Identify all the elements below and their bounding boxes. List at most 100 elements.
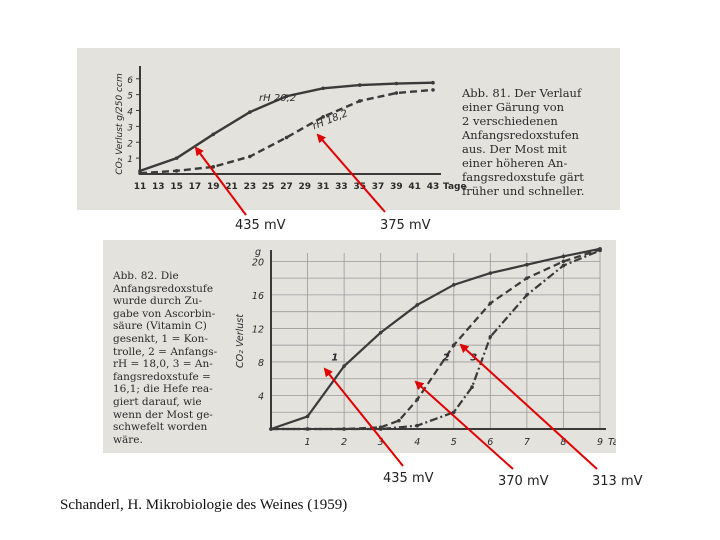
x-tick-label: 39 (390, 182, 403, 192)
data-point (525, 262, 529, 267)
series-label-rh20: rH 20,2 (259, 93, 296, 104)
data-point (525, 276, 529, 280)
y-tick-label: 4 (127, 108, 133, 118)
x-tick-label: 43 (427, 182, 440, 192)
data-point (415, 423, 420, 428)
x-tick-label: 31 (317, 182, 330, 192)
figure-81-caption: Abb. 81. Der Verlauf einer Gärung von 2 … (462, 86, 585, 198)
redox-label-375-top: 375 mV (380, 218, 431, 233)
x-tick-label: 3 (378, 437, 384, 448)
data-point (470, 385, 474, 389)
data-point (321, 115, 325, 119)
redox-label-313-bottom: 313 mV (592, 474, 643, 489)
data-point (248, 154, 252, 159)
data-point (321, 86, 325, 91)
data-point (284, 135, 289, 140)
data-point (174, 169, 179, 173)
x-tick-label: 1 (305, 437, 311, 448)
data-point (305, 427, 310, 431)
series-line-3 (271, 249, 601, 431)
data-point (342, 427, 346, 431)
x-axis-label: Tage (443, 182, 467, 192)
data-point (378, 427, 383, 431)
x-tick-label: 37 (372, 182, 385, 192)
data-point (451, 410, 456, 415)
data-point (211, 165, 216, 169)
y-axis-label: CO₂ Verlust g/250 ccm (115, 73, 125, 175)
y-tick-label: 2 (127, 139, 133, 149)
y-tick-label: 6 (127, 76, 133, 86)
x-tick-label: 13 (152, 182, 165, 192)
y-tick-label: 3 (127, 123, 133, 133)
data-point (394, 91, 399, 95)
data-point (357, 83, 362, 87)
x-tick-label: 9 (597, 437, 603, 448)
x-tick-label: 23 (244, 182, 257, 192)
series-label-rh18: rH 18,2 (311, 108, 349, 132)
data-point (525, 293, 529, 297)
data-point (488, 271, 493, 275)
data-point (211, 132, 216, 137)
data-point (561, 259, 566, 264)
data-point (138, 171, 142, 176)
y-tick-label: 12 (252, 324, 264, 335)
data-point (305, 414, 310, 419)
x-tick-label: 17 (189, 182, 202, 192)
y-tick-label: 8 (258, 358, 264, 369)
x-tick-label: 35 (353, 182, 366, 192)
series-label-1: 1 (331, 352, 338, 363)
x-tick-label: 7 (524, 437, 530, 448)
data-point (415, 303, 420, 307)
x-tick-label: 33 (335, 182, 348, 192)
y-tick-label: 4 (258, 391, 264, 402)
redox-label-435-top: 435 mV (235, 218, 286, 233)
data-point (284, 94, 289, 99)
series-label-2: 2 (443, 352, 450, 363)
data-point (431, 88, 435, 92)
data-point (378, 330, 383, 335)
x-tick-label: 6 (487, 437, 493, 448)
data-point (394, 81, 399, 86)
redox-label-370-bottom: 370 mV (498, 474, 549, 489)
x-tick-label: 15 (170, 182, 183, 192)
x-tick-label: 21 (225, 182, 238, 192)
x-tick-label: 41 (408, 182, 421, 192)
data-point (451, 343, 456, 347)
data-point (269, 427, 273, 431)
data-point (561, 263, 566, 268)
data-point (415, 397, 420, 402)
data-point (598, 248, 602, 253)
data-point (431, 80, 435, 85)
data-point (174, 156, 179, 160)
data-point (357, 99, 362, 103)
x-tick-label: 2 (341, 437, 347, 448)
citation: Schanderl, H. Mikrobiologie des Weines (… (60, 497, 348, 513)
x-tick-label: 11 (134, 182, 147, 192)
data-point (342, 364, 346, 368)
redox-label-435-bottom: 435 mV (383, 471, 434, 486)
data-point (488, 335, 493, 339)
y-axis-label: CO₂ Verlust (235, 313, 246, 368)
x-tick-label: 25 (262, 182, 275, 192)
data-point (397, 418, 401, 423)
data-point (561, 254, 566, 259)
data-point (451, 283, 456, 287)
x-tick-label: 5 (451, 437, 457, 448)
y-tick-label: 16 (252, 291, 264, 302)
x-tick-label: 29 (299, 182, 312, 192)
y-tick-label: 20 (252, 257, 264, 268)
x-tick-label: 19 (207, 182, 220, 192)
x-tick-label: 4 (414, 437, 420, 448)
figure-82-caption: Abb. 82. Die Anfangsredoxstufe wurde dur… (113, 270, 218, 446)
data-point (488, 301, 493, 306)
y-unit-label: g (255, 247, 261, 258)
data-point (248, 110, 252, 114)
x-tick-label: 8 (560, 437, 566, 448)
series-label-3: 3 (470, 352, 477, 363)
series-line-2 (139, 88, 434, 175)
x-axis-label: Tage (608, 437, 616, 448)
y-tick-label: 1 (127, 155, 133, 165)
figure-81-panel: 1 2 3 4 5 6 11 13 15 17 19 21 23 25 27 29 31 33 35 37 39 41 43… (77, 48, 620, 210)
y-tick-label: 5 (127, 92, 133, 102)
